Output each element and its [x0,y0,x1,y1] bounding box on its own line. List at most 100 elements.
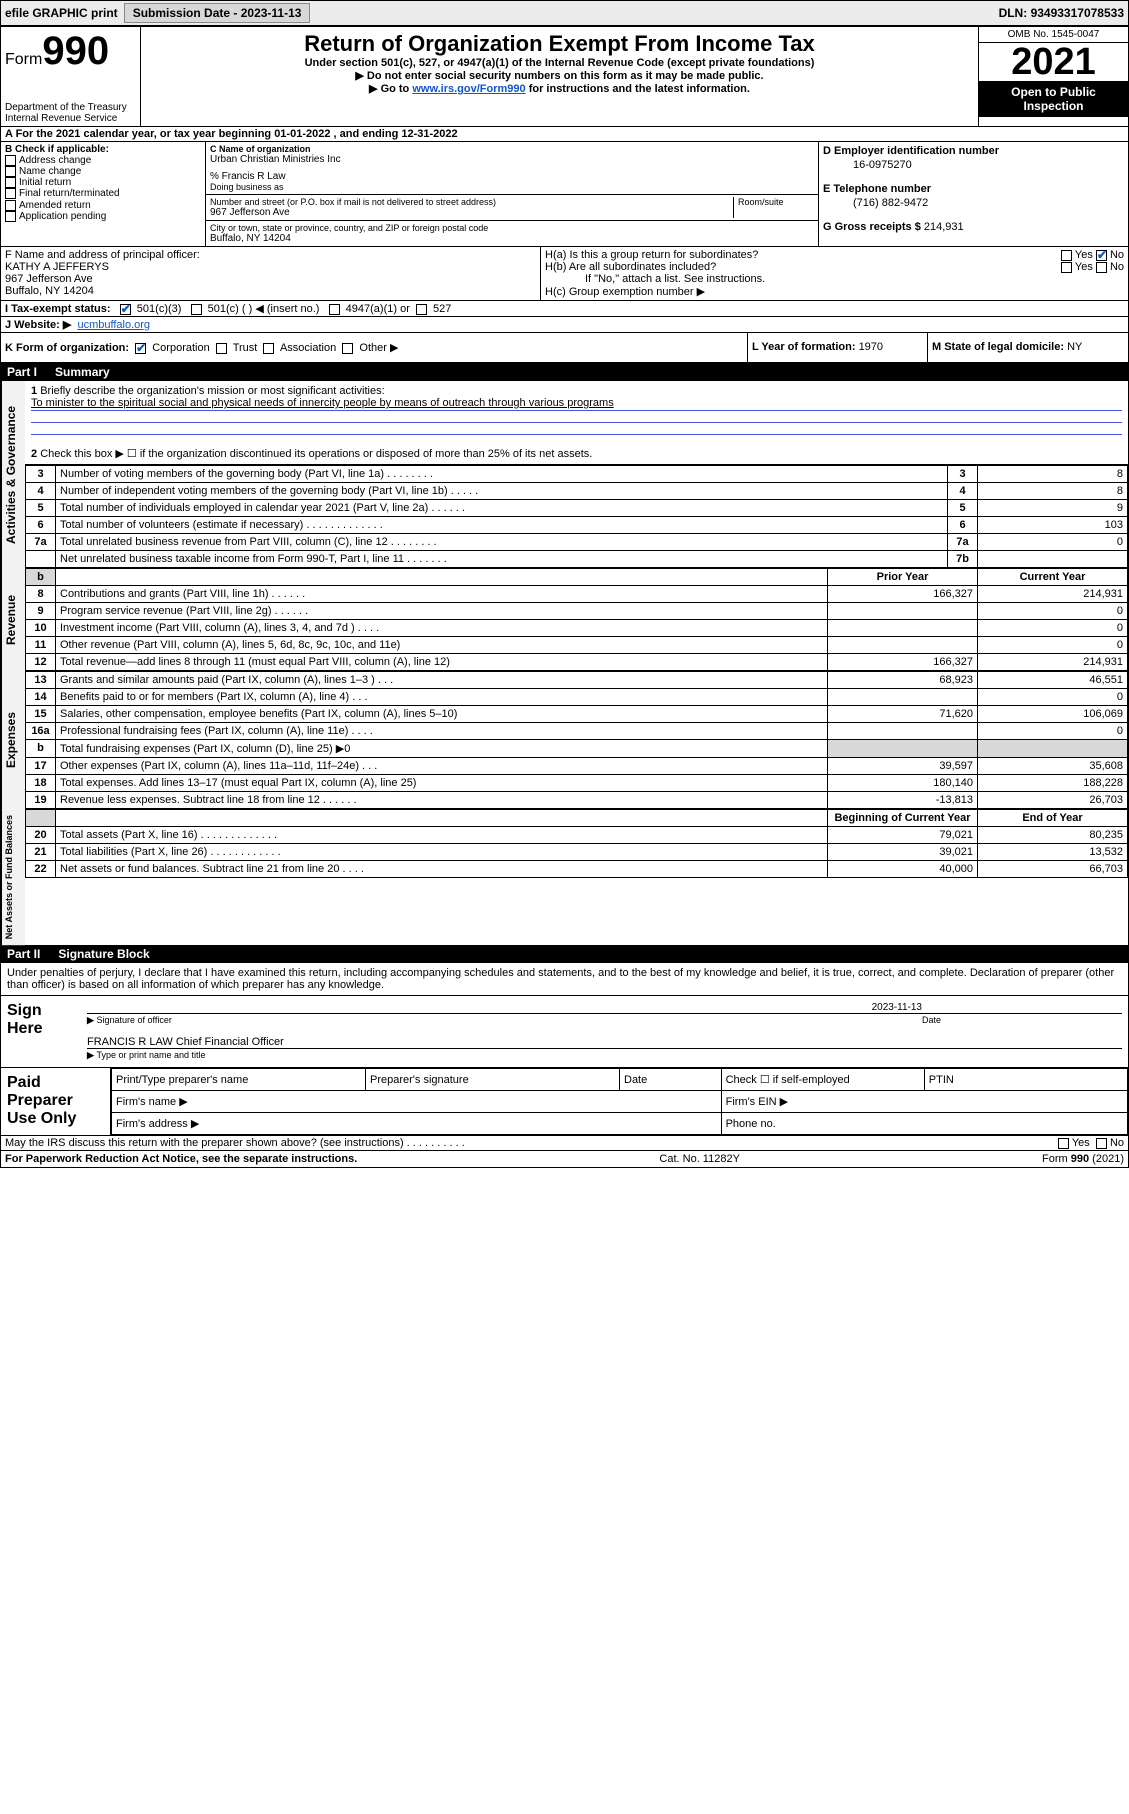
ha-answer: Yes No [1061,249,1124,261]
k-block: K Form of organization: Corporation Trus… [1,333,748,362]
k-assoc-check[interactable] [263,343,274,354]
prep-sig-label: Preparer's signature [366,1069,620,1091]
discuss-text: May the IRS discuss this return with the… [5,1137,465,1149]
table-row: 4Number of independent voting members of… [26,483,1128,500]
dba-label: Doing business as [210,182,814,192]
a-line: A For the 2021 calendar year, or tax yea… [1,127,1128,142]
city-value: Buffalo, NY 14204 [210,233,814,244]
vlabel-net: Net Assets or Fund Balances [1,809,25,945]
street-label: Number and street (or P.O. box if mail i… [210,197,733,207]
exp-section: Expenses 13Grants and similar amounts pa… [1,671,1128,809]
firm-name-label: Firm's name ▶ [112,1091,722,1113]
j-row: J Website: ▶ ucmbuffalo.org [1,317,1128,333]
org-name: Urban Christian Ministries Inc [210,154,814,165]
type-name-label: Type or print name and title [96,1050,205,1060]
form-subtitle: Under section 501(c), 527, or 4947(a)(1)… [147,57,972,69]
c-name-label: C Name of organization [210,144,814,154]
firm-addr-label: Firm's address ▶ [112,1113,722,1135]
vlabel-gov: Activities & Governance [1,381,25,568]
rev-table: b Prior Year Current Year 8Contributions… [25,568,1128,671]
paid-label: Paid Preparer Use Only [1,1068,111,1135]
net-table: Beginning of Current Year End of Year 20… [25,809,1128,878]
table-row: 17Other expenses (Part IX, column (A), l… [26,758,1128,775]
care-of: % Francis R Law [210,171,814,182]
i-4947-check[interactable] [329,304,340,315]
table-row: 20Total assets (Part X, line 16) . . . .… [26,827,1128,844]
irs-link[interactable]: www.irs.gov/Form990 [412,83,525,95]
toolbar: efile GRAPHIC print Submission Date - 20… [0,0,1129,26]
i-501c3-check[interactable] [120,304,131,315]
e-label: E Telephone number [823,182,1124,196]
table-row: 14Benefits paid to or for members (Part … [26,689,1128,706]
l-block: L Year of formation: 1970 [748,333,928,362]
k-l-m-row: K Form of organization: Corporation Trus… [1,333,1128,363]
goto-note: ▶ Go to www.irs.gov/Form990 for instruct… [147,82,972,95]
i-527-check[interactable] [416,304,427,315]
k-other-check[interactable] [342,343,353,354]
page-footer: For Paperwork Reduction Act Notice, see … [1,1151,1128,1167]
paid-preparer-row: Paid Preparer Use Only Print/Type prepar… [1,1068,1128,1136]
submission-date-btn[interactable]: Submission Date - 2023-11-13 [124,3,311,23]
b-opt-address-change[interactable]: Address change [5,155,201,166]
k-corp-check[interactable] [135,343,146,354]
prep-name-label: Print/Type preparer's name [112,1069,366,1091]
table-row: 19Revenue less expenses. Subtract line 1… [26,792,1128,809]
firm-ein-label: Firm's EIN ▶ [721,1091,1127,1113]
mission-text: To minister to the spiritual social and … [31,397,1122,409]
street-value: 967 Jefferson Ave [210,207,733,218]
room-label: Room/suite [738,197,814,207]
form-right-block: OMB No. 1545-0047 2021 Open to Public In… [978,27,1128,126]
hb-label: H(b) Are all subordinates included? [545,261,716,273]
self-employed-check[interactable]: Check ☐ if self-employed [721,1069,924,1091]
table-row: 12Total revenue—add lines 8 through 11 (… [26,654,1128,671]
b-opt-initial-return[interactable]: Initial return [5,177,201,188]
col-prior: Prior Year [828,569,978,586]
table-row: 8Contributions and grants (Part VIII, li… [26,586,1128,603]
efile-label[interactable]: efile GRAPHIC print [5,6,118,20]
i-501c-check[interactable] [191,304,202,315]
date-label: Date [922,1015,1122,1026]
discuss-answer: Yes No [1058,1137,1124,1149]
part1-header: Part I Summary [1,363,1128,381]
b-opt-final-return[interactable]: Final return/terminated [5,188,201,199]
b-opt-amended-return[interactable]: Amended return [5,200,201,211]
col-curr: Current Year [978,569,1128,586]
k-trust-check[interactable] [216,343,227,354]
sign-here-row: Sign Here 2023-11-13 ▶ Signature of offi… [1,996,1128,1068]
m-block: M State of legal domicile: NY [928,333,1128,362]
form-page: Form990 Department of the Treasury Inter… [0,26,1129,1168]
vlabel-exp: Expenses [1,671,25,809]
tax-year: 2021 [979,43,1128,81]
exp-table: 13Grants and similar amounts paid (Part … [25,671,1128,809]
table-row: 7aTotal unrelated business revenue from … [26,534,1128,551]
officer-addr1: 967 Jefferson Ave [5,273,536,285]
col-begin: Beginning of Current Year [828,810,978,827]
f-h-row: F Name and address of principal officer:… [1,247,1128,301]
gov-table: 3Number of voting members of the governi… [25,465,1128,568]
f-label: F Name and address of principal officer: [5,249,536,261]
b-checkboxes: B Check if applicable: Address change Na… [1,142,206,246]
table-row: bTotal fundraising expenses (Part IX, co… [26,740,1128,758]
gov-section: Activities & Governance 1 Briefly descri… [1,381,1128,568]
discuss-row: May the IRS discuss this return with the… [1,1136,1128,1151]
b-opt-name-change[interactable]: Name change [5,166,201,177]
i-row: I Tax-exempt status: 501(c)(3) 501(c) ( … [1,301,1128,317]
form-header: Form990 Department of the Treasury Inter… [1,27,1128,127]
sign-here-label: Sign Here [7,1002,77,1038]
table-row: 5Total number of individuals employed in… [26,500,1128,517]
website-link[interactable]: ucmbuffalo.org [77,319,150,331]
ha-label: H(a) Is this a group return for subordin… [545,249,758,261]
footer-left: For Paperwork Reduction Act Notice, see … [5,1153,357,1165]
c-block: C Name of organization Urban Christian M… [206,142,818,246]
table-row: 3Number of voting members of the governi… [26,466,1128,483]
ein-value: 16-0975270 [823,158,1124,172]
b-opt-application-pending[interactable]: Application pending [5,211,201,222]
ptin-label: PTIN [924,1069,1127,1091]
table-row: 15Salaries, other compensation, employee… [26,706,1128,723]
part2-header: Part II Signature Block [1,945,1128,963]
perjury-decl: Under penalties of perjury, I declare th… [1,963,1128,996]
sig-officer-label: Signature of officer [96,1015,922,1026]
table-row: 18Total expenses. Add lines 13–17 (must … [26,775,1128,792]
b-title: B Check if applicable: [5,144,201,155]
dept-treasury: Department of the Treasury [5,102,136,113]
